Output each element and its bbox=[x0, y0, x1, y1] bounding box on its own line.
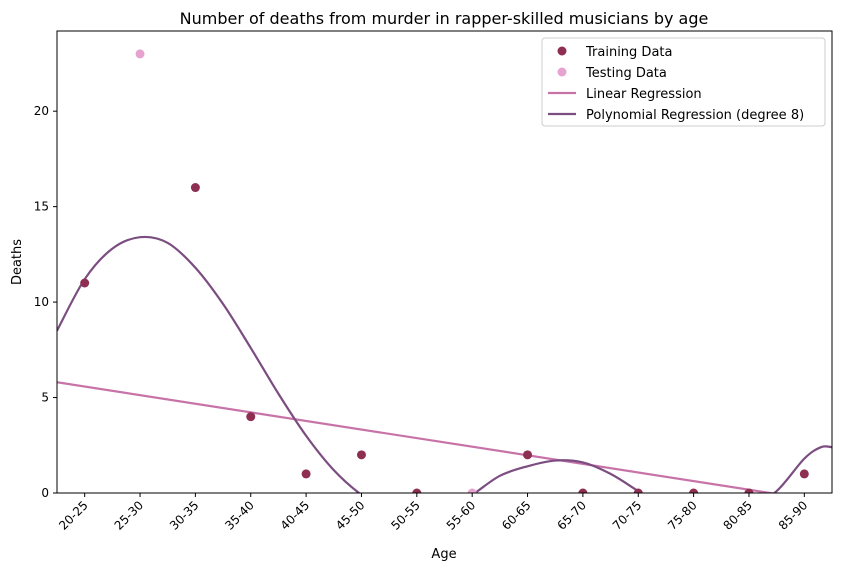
polynomial-regression-curve bbox=[57, 235, 832, 493]
x-tick-label: 25-30 bbox=[112, 498, 147, 533]
training-data-point bbox=[523, 450, 533, 460]
x-tick-label: 20-25 bbox=[56, 498, 91, 533]
legend-marker bbox=[557, 46, 567, 56]
x-tick-label: 45-50 bbox=[333, 498, 368, 533]
legend-label: Testing Data bbox=[585, 66, 667, 81]
legend-label: Training Data bbox=[585, 45, 672, 60]
training-data-point bbox=[190, 183, 200, 193]
y-tick-label: 20 bbox=[34, 104, 49, 118]
x-tick-label: 80-85 bbox=[721, 498, 756, 533]
training-data-point bbox=[246, 412, 256, 422]
training-data-point bbox=[356, 450, 366, 460]
chart-title: Number of deaths from murder in rapper-s… bbox=[180, 9, 709, 28]
legend-box bbox=[541, 37, 826, 127]
x-tick-label: 65-70 bbox=[554, 498, 589, 533]
legend-marker bbox=[557, 67, 567, 77]
testing-data-point bbox=[135, 49, 145, 59]
y-axis-label: Deaths bbox=[10, 239, 25, 285]
x-tick-label: 30-35 bbox=[167, 498, 202, 533]
linear-regression-line bbox=[57, 381, 778, 493]
x-tick-label: 35-40 bbox=[222, 498, 257, 533]
training-data-point bbox=[578, 488, 588, 493]
x-tick-label: 85-90 bbox=[776, 498, 811, 533]
legend: Training Data Testing Data Linear Regressi… bbox=[541, 37, 826, 127]
x-tick-label: 50-55 bbox=[388, 498, 423, 533]
training-data-point bbox=[689, 488, 699, 493]
training-data-point bbox=[301, 469, 311, 479]
x-tick-label: 70-75 bbox=[610, 498, 645, 533]
x-tick-label: 75-80 bbox=[665, 498, 700, 533]
x-axis-label: Age bbox=[431, 547, 456, 562]
legend-label: Linear Regression bbox=[586, 87, 702, 102]
training-data-point bbox=[633, 488, 643, 493]
training-data-point bbox=[744, 488, 754, 493]
training-data-point bbox=[799, 469, 809, 479]
y-tick-label: 10 bbox=[34, 295, 49, 309]
x-tick-label: 55-60 bbox=[444, 498, 479, 533]
axes-frame bbox=[56, 30, 833, 494]
testing-data-point bbox=[467, 488, 477, 493]
training-data-point bbox=[412, 488, 422, 493]
x-tick-label: 60-65 bbox=[499, 498, 534, 533]
training-data-point bbox=[80, 278, 90, 288]
y-tick-label: 5 bbox=[41, 391, 49, 405]
x-tick-label: 40-45 bbox=[278, 498, 313, 533]
legend-label: Polynomial Regression (degree 8) bbox=[586, 108, 804, 123]
y-tick-label: 0 bbox=[41, 486, 49, 500]
y-tick-label: 15 bbox=[34, 200, 49, 214]
